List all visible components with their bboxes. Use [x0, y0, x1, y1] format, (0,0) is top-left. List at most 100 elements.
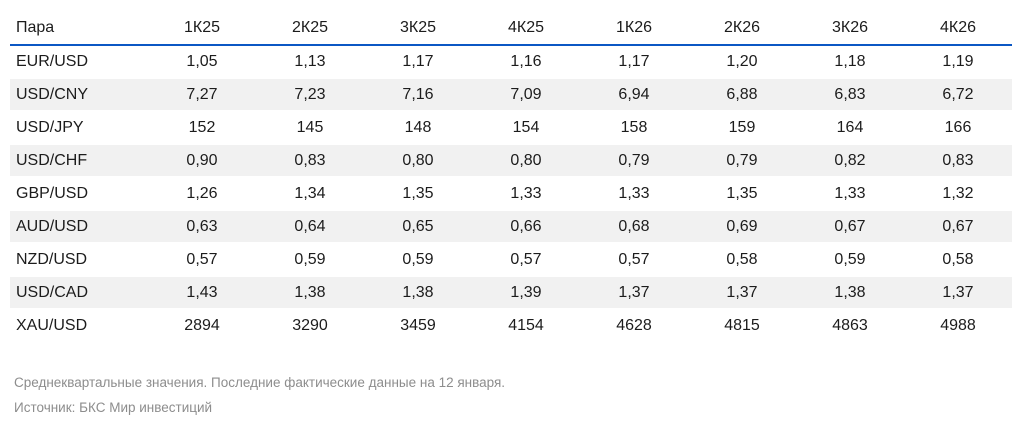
value-cell: 3290 — [256, 308, 364, 343]
value-cell: 158 — [580, 110, 688, 145]
value-cell: 164 — [796, 110, 904, 145]
value-cell: 3459 — [364, 308, 472, 343]
table-footnotes: Среднеквартальные значения. Последние фа… — [10, 370, 1014, 420]
column-header-quarter: 1К26 — [580, 12, 688, 46]
value-cell: 0,59 — [364, 242, 472, 277]
value-cell: 1,37 — [904, 275, 1012, 310]
value-cell: 0,80 — [472, 143, 580, 178]
value-cell: 148 — [364, 110, 472, 145]
value-cell: 7,23 — [256, 77, 364, 112]
table-row: AUD/USD 0,63 0,64 0,65 0,66 0,68 0,69 0,67 0,67 — [10, 209, 1012, 244]
value-cell: 0,66 — [472, 209, 580, 244]
value-cell: 0,57 — [148, 242, 256, 277]
column-header-quarter: 4К25 — [472, 12, 580, 46]
value-cell: 1,33 — [472, 176, 580, 211]
value-cell: 1,34 — [256, 176, 364, 211]
value-cell: 1,26 — [148, 176, 256, 211]
column-header-pair: Пара — [10, 12, 148, 46]
value-cell: 0,69 — [688, 209, 796, 244]
value-cell: 6,94 — [580, 77, 688, 112]
value-cell: 1,33 — [796, 176, 904, 211]
value-cell: 1,33 — [580, 176, 688, 211]
value-cell: 0,67 — [796, 209, 904, 244]
fx-forecast-table: Пара 1К25 2К25 3К25 4К25 1К26 2К26 3К26 4К26 EUR… — [10, 12, 1012, 343]
value-cell: 1,37 — [580, 275, 688, 310]
value-cell: 0,68 — [580, 209, 688, 244]
table-row: NZD/USD 0,57 0,59 0,59 0,57 0,57 0,58 0,59 0,58 — [10, 242, 1012, 277]
value-cell: 0,63 — [148, 209, 256, 244]
table-row: USD/CNY 7,27 7,23 7,16 7,09 6,94 6,88 6,83 6,72 — [10, 77, 1012, 112]
value-cell: 0,83 — [256, 143, 364, 178]
value-cell: 0,58 — [904, 242, 1012, 277]
value-cell: 1,39 — [472, 275, 580, 310]
value-cell: 0,58 — [688, 242, 796, 277]
table-header-row: Пара 1К25 2К25 3К25 4К25 1К26 2К26 3К26 4К26 — [10, 12, 1012, 46]
value-cell: 1,13 — [256, 44, 364, 79]
value-cell: 0,67 — [904, 209, 1012, 244]
value-cell: 152 — [148, 110, 256, 145]
column-header-quarter: 1К25 — [148, 12, 256, 46]
value-cell: 1,16 — [472, 44, 580, 79]
value-cell: 0,64 — [256, 209, 364, 244]
value-cell: 1,17 — [580, 44, 688, 79]
column-header-quarter: 3К25 — [364, 12, 472, 46]
value-cell: 1,38 — [796, 275, 904, 310]
value-cell: 6,72 — [904, 77, 1012, 112]
value-cell: 4154 — [472, 308, 580, 343]
value-cell: 0,59 — [256, 242, 364, 277]
value-cell: 0,83 — [904, 143, 1012, 178]
value-cell: 7,16 — [364, 77, 472, 112]
value-cell: 1,19 — [904, 44, 1012, 79]
value-cell: 7,09 — [472, 77, 580, 112]
value-cell: 1,38 — [364, 275, 472, 310]
value-cell: 0,79 — [688, 143, 796, 178]
table-row: USD/CHF 0,90 0,83 0,80 0,80 0,79 0,79 0,82 0,83 — [10, 143, 1012, 178]
value-cell: 0,80 — [364, 143, 472, 178]
value-cell: 1,38 — [256, 275, 364, 310]
pair-cell: XAU/USD — [10, 308, 148, 343]
value-cell: 1,43 — [148, 275, 256, 310]
pair-cell: USD/CAD — [10, 275, 148, 310]
value-cell: 1,35 — [688, 176, 796, 211]
value-cell: 0,57 — [472, 242, 580, 277]
table-row: EUR/USD 1,05 1,13 1,17 1,16 1,17 1,20 1,18 1,19 — [10, 44, 1012, 79]
table-row: GBP/USD 1,26 1,34 1,35 1,33 1,33 1,35 1,33 1,32 — [10, 176, 1012, 211]
column-header-quarter: 3К26 — [796, 12, 904, 46]
value-cell: 0,65 — [364, 209, 472, 244]
value-cell: 0,82 — [796, 143, 904, 178]
value-cell: 1,17 — [364, 44, 472, 79]
value-cell: 1,20 — [688, 44, 796, 79]
value-cell: 0,90 — [148, 143, 256, 178]
value-cell: 4863 — [796, 308, 904, 343]
table-head: Пара 1К25 2К25 3К25 4К25 1К26 2К26 3К26 4К26 — [10, 12, 1012, 46]
value-cell: 1,05 — [148, 44, 256, 79]
value-cell: 4815 — [688, 308, 796, 343]
value-cell: 0,59 — [796, 242, 904, 277]
value-cell: 0,57 — [580, 242, 688, 277]
table-row: USD/CAD 1,43 1,38 1,38 1,39 1,37 1,37 1,38 1,37 — [10, 275, 1012, 310]
value-cell: 166 — [904, 110, 1012, 145]
value-cell: 159 — [688, 110, 796, 145]
footnote: Среднеквартальные значения. Последние фа… — [14, 375, 506, 390]
pair-cell: USD/CHF — [10, 143, 148, 178]
value-cell: 7,27 — [148, 77, 256, 112]
pair-cell: GBP/USD — [10, 176, 148, 211]
value-cell: 0,79 — [580, 143, 688, 178]
table-body: EUR/USD 1,05 1,13 1,17 1,16 1,17 1,20 1,18 1,19 U… — [10, 44, 1012, 343]
value-cell: 4628 — [580, 308, 688, 343]
value-cell: 145 — [256, 110, 364, 145]
pair-cell: EUR/USD — [10, 44, 148, 79]
value-cell: 1,32 — [904, 176, 1012, 211]
value-cell: 6,88 — [688, 77, 796, 112]
pair-cell: USD/CNY — [10, 77, 148, 112]
value-cell: 6,83 — [796, 77, 904, 112]
value-cell: 154 — [472, 110, 580, 145]
column-header-quarter: 4К26 — [904, 12, 1012, 46]
pair-cell: USD/JPY — [10, 110, 148, 145]
value-cell: 2894 — [148, 308, 256, 343]
table-row: USD/JPY 152 145 148 154 158 159 164 166 — [10, 110, 1012, 145]
pair-cell: AUD/USD — [10, 209, 148, 244]
table-row: XAU/USD 2894 3290 3459 4154 4628 4815 4863 4988 — [10, 308, 1012, 343]
value-cell: 1,35 — [364, 176, 472, 211]
